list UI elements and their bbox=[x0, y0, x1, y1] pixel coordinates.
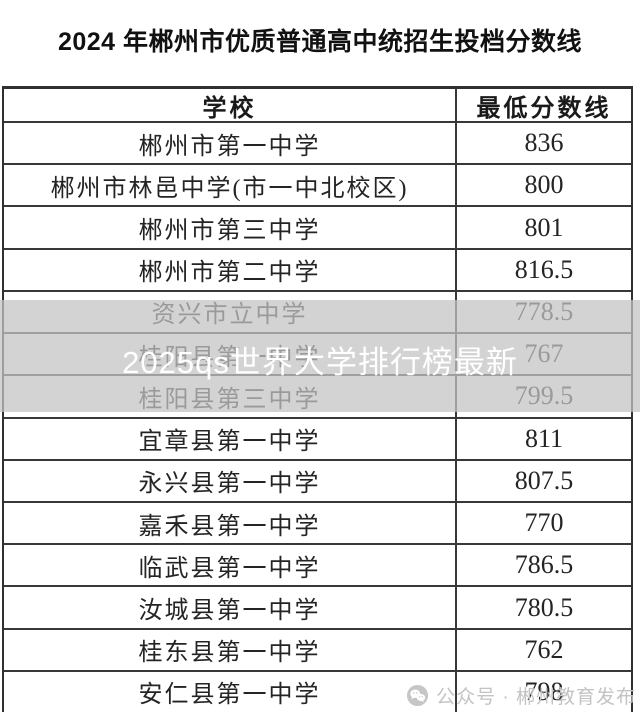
table-row: 桂东县第一中学 762 bbox=[4, 627, 631, 670]
table-row: 郴州市林邑中学(市一中北校区) 800 bbox=[4, 163, 631, 206]
wechat-icon bbox=[406, 684, 429, 707]
score-cell: 762 bbox=[524, 634, 564, 664]
table-row: 宜章县第一中学 811 bbox=[4, 416, 631, 459]
school-cell: 嘉禾县第一中学 bbox=[4, 502, 457, 544]
table-row: 郴州市第一中学 836 bbox=[4, 121, 631, 164]
school-cell: 汝城县第一中学 bbox=[4, 587, 457, 628]
school-cell: 郴州市第二中学 bbox=[4, 249, 457, 290]
gray-watermark-band bbox=[0, 300, 640, 412]
table-header-row: 学校 最低分数线 bbox=[4, 89, 631, 122]
school-cell: 桂东县第一中学 bbox=[4, 629, 457, 670]
school-cell: 郴州市第三中学 bbox=[4, 207, 457, 248]
score-cell: 798 bbox=[524, 676, 564, 706]
score-cell: 786.5 bbox=[514, 550, 574, 580]
footer-watermark: 公众号 · 郴州教育发布 bbox=[406, 682, 636, 709]
school-cell: 临武县第一中学 bbox=[4, 545, 457, 586]
table-row: 汝城县第一中学 780.5 bbox=[4, 585, 631, 628]
score-cell: 801 bbox=[524, 212, 564, 242]
column-header-min-score: 最低分数线 bbox=[476, 95, 612, 122]
table-row: 安仁县第一中学 798 bbox=[4, 669, 631, 712]
footer-watermark-text: 公众号 · 郴州教育发布 bbox=[436, 687, 636, 708]
table-row: 临武县第一中学 786.5 bbox=[4, 543, 631, 586]
school-cell: 永兴县第一中学 bbox=[4, 460, 457, 501]
score-cell: 800 bbox=[524, 170, 564, 200]
table-row: 郴州市第二中学 816.5 bbox=[4, 247, 631, 290]
table-row: 永兴县第一中学 807.5 bbox=[4, 458, 631, 501]
school-cell: 宜章县第一中学 bbox=[4, 418, 457, 459]
score-cell: 836 bbox=[524, 128, 564, 158]
center-watermark-text: 2025qs世界大学排行榜最新 bbox=[122, 345, 518, 380]
score-cell: 807.5 bbox=[514, 465, 574, 495]
score-cell: 780.5 bbox=[514, 592, 574, 622]
score-cell: 811 bbox=[524, 423, 564, 453]
table-row: 嘉禾县第一中学 770 bbox=[4, 500, 631, 544]
school-cell: 郴州市林邑中学(市一中北校区) bbox=[4, 165, 457, 206]
page-title: 2024 年郴州市优质普通高中统招生投档分数线 bbox=[57, 28, 583, 56]
score-cell: 770 bbox=[524, 508, 564, 538]
score-cell: 816.5 bbox=[514, 254, 574, 284]
column-header-school: 学校 bbox=[4, 89, 457, 121]
school-cell: 安仁县第一中学 bbox=[4, 671, 457, 712]
table-row: 郴州市第三中学 801 bbox=[4, 205, 631, 248]
school-cell: 郴州市第一中学 bbox=[4, 123, 457, 164]
